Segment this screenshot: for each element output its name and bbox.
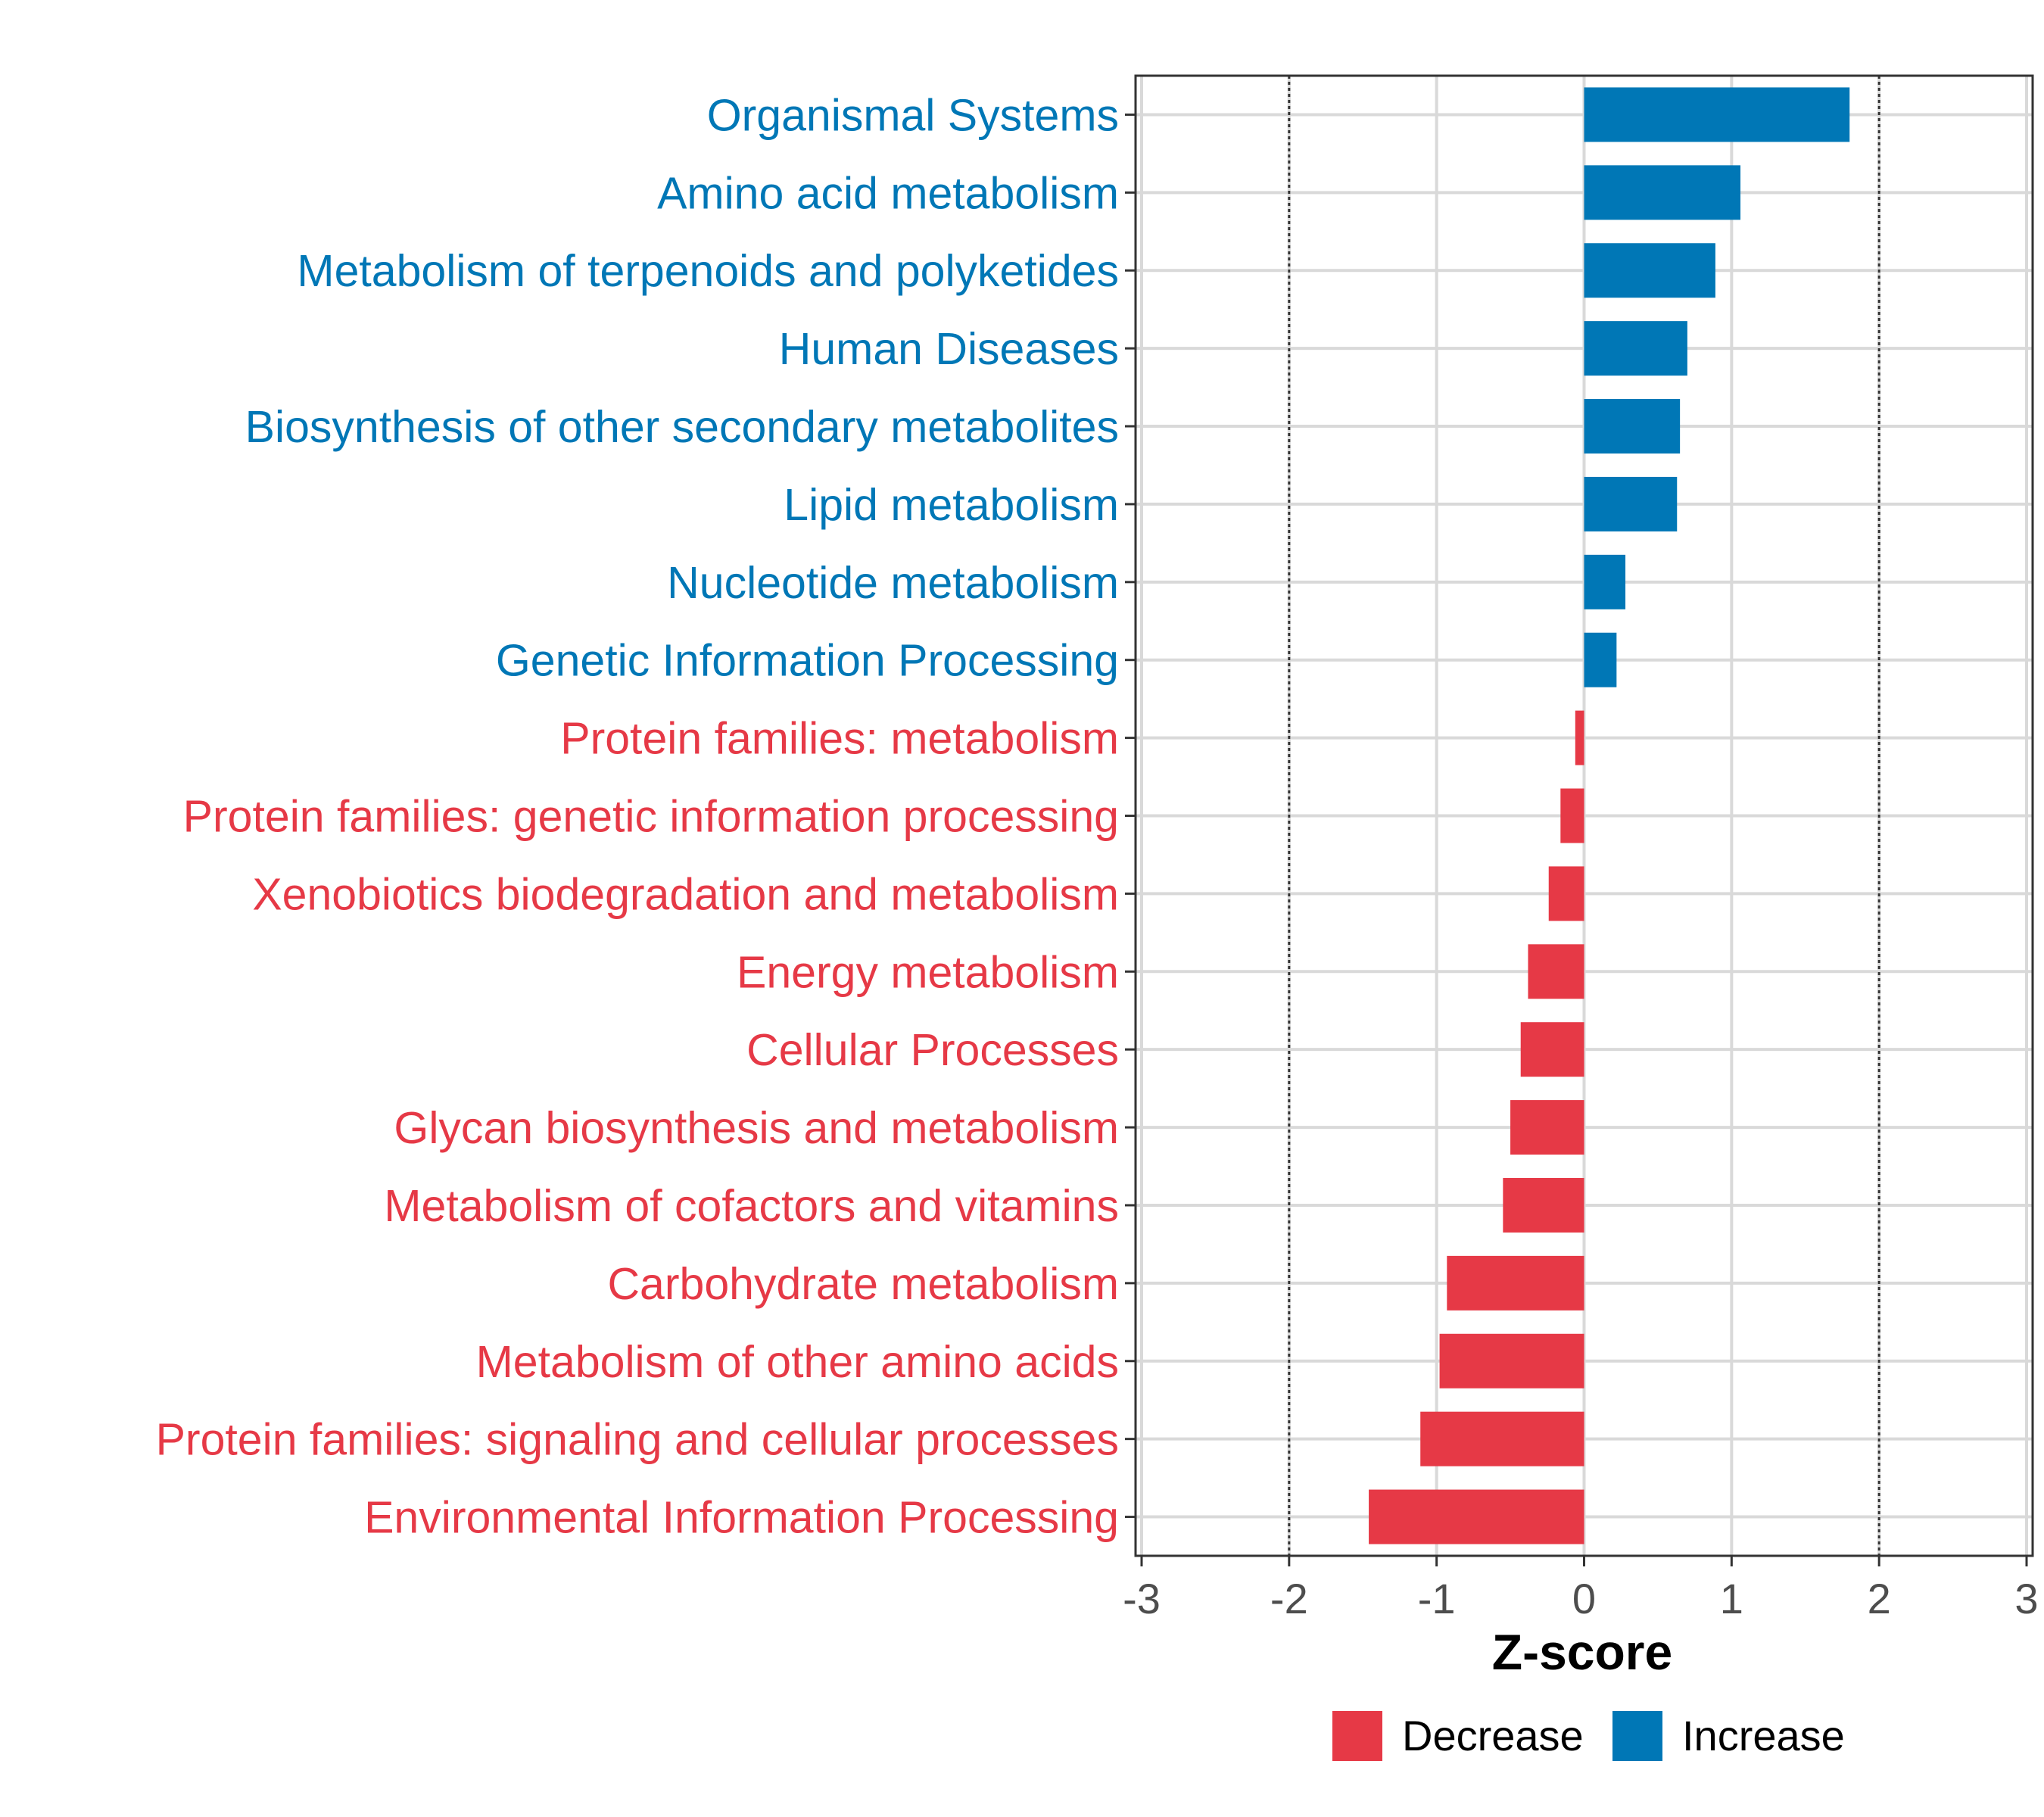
bars	[1369, 87, 1850, 1544]
x-tick-label: 3	[2014, 1575, 2038, 1622]
category-label: Lipid metabolism	[784, 480, 1119, 530]
bar	[1584, 399, 1681, 454]
category-label: Human Diseases	[779, 324, 1119, 374]
category-label: Amino acid metabolism	[657, 168, 1119, 218]
bar	[1584, 165, 1741, 220]
category-label: Protein families: metabolism	[560, 714, 1119, 764]
legend-swatch	[1332, 1711, 1382, 1761]
legend-swatch	[1612, 1711, 1662, 1761]
legend: Decrease Increase	[1332, 1711, 1845, 1761]
category-label: Genetic Information Processing	[496, 636, 1119, 686]
legend-label: Increase	[1682, 1712, 1845, 1759]
category-label: Xenobiotics biodegradation and metabolis…	[252, 869, 1119, 919]
x-axis-title: Z-score	[1492, 1624, 1672, 1680]
bar	[1420, 1411, 1584, 1466]
bar	[1560, 788, 1584, 843]
x-tick-label: 2	[1868, 1575, 1891, 1622]
bar	[1503, 1177, 1584, 1233]
category-label: Metabolism of other amino acids	[476, 1337, 1119, 1387]
bar	[1447, 1255, 1584, 1311]
bar	[1584, 87, 1850, 142]
category-label: Environmental Information Processing	[364, 1493, 1119, 1543]
bar	[1584, 632, 1617, 687]
category-label: Metabolism of cofactors and vitamins	[384, 1181, 1119, 1231]
category-label: Biosynthesis of other secondary metaboli…	[245, 402, 1119, 452]
bar	[1520, 1022, 1584, 1077]
category-labels: Organismal Systems Amino acid metabolism M…	[156, 90, 1119, 1542]
category-label: Glycan biosynthesis and metabolism	[394, 1103, 1119, 1153]
bar	[1369, 1489, 1584, 1544]
bar	[1584, 476, 1678, 531]
category-label: Protein families: signaling and cellular…	[156, 1415, 1119, 1465]
reference-lines	[1288, 76, 1880, 1556]
bar	[1584, 243, 1715, 298]
bar	[1439, 1333, 1584, 1388]
x-tick-label: 1	[1720, 1575, 1743, 1622]
bar	[1548, 866, 1584, 921]
bar	[1575, 710, 1584, 765]
category-label: Nucleotide metabolism	[667, 558, 1119, 608]
y-axis-ticks	[1125, 113, 1136, 1519]
bar	[1510, 1100, 1584, 1155]
category-label: Carbohydrate metabolism	[607, 1259, 1119, 1309]
bar	[1584, 554, 1626, 609]
category-label: Protein families: genetic information pr…	[183, 792, 1119, 842]
legend-label: Decrease	[1402, 1712, 1584, 1759]
bar	[1528, 944, 1584, 999]
x-tick-label: -3	[1123, 1575, 1161, 1622]
category-label: Energy metabolism	[737, 947, 1119, 997]
x-tick-label: -2	[1270, 1575, 1308, 1622]
x-tick-label: 0	[1572, 1575, 1596, 1622]
category-label: Metabolism of terpenoids and polyketides	[297, 246, 1119, 296]
x-axis-ticks: -3 -2 -1 0 1 2 3	[1123, 1556, 2039, 1622]
x-tick-label: -1	[1418, 1575, 1456, 1622]
bar	[1584, 321, 1687, 376]
category-label: Cellular Processes	[746, 1025, 1119, 1075]
category-label: Organismal Systems	[707, 90, 1119, 140]
